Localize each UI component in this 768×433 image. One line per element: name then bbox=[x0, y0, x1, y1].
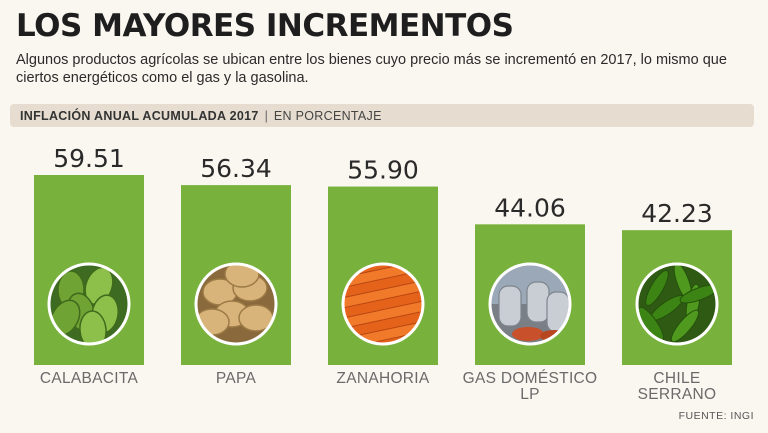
strip-unit: EN PORCENTAJE bbox=[273, 108, 382, 123]
gas-tank-icon bbox=[488, 262, 572, 346]
chart-subtitle: Algunos productos agrícolas se ubican en… bbox=[16, 52, 727, 86]
category-label: SERRANO bbox=[638, 386, 717, 403]
value-label: 44.06 bbox=[494, 193, 566, 222]
bar-group: 56.34 PAPA bbox=[181, 154, 291, 387]
strip-label: INFLACIÓN ANUAL ACUMULADA 2017 bbox=[20, 108, 259, 123]
chart-header-strip: INFLACIÓN ANUAL ACUMULADA 2017 | EN PORC… bbox=[10, 104, 754, 127]
carrot-shape bbox=[343, 281, 423, 308]
chayote-photo-drawing bbox=[49, 264, 129, 344]
value-label: 59.51 bbox=[53, 144, 125, 173]
value-label: 42.23 bbox=[641, 199, 713, 228]
bar-group: 55.90 ZANAHORIA bbox=[328, 156, 438, 387]
potato-photo-drawing bbox=[196, 264, 276, 344]
serrano-chile-photo-drawing bbox=[637, 264, 717, 344]
carrot-shape bbox=[343, 301, 423, 328]
chayote-icon bbox=[47, 262, 131, 346]
value-label: 56.34 bbox=[200, 154, 272, 183]
strip-separator: | bbox=[264, 108, 268, 123]
potato-icon bbox=[194, 262, 278, 346]
category-label: PAPA bbox=[216, 370, 257, 387]
tank-shape bbox=[526, 281, 550, 323]
category-label: CHILE bbox=[653, 370, 700, 387]
tank-shape bbox=[498, 285, 522, 327]
category-label: CALABACITA bbox=[40, 370, 139, 387]
category-label: ZANAHORIA bbox=[336, 370, 429, 387]
bar-chart: 59.51 CALABACITA 56.34 PAPA 55.90 ZANAHORIA 44… bbox=[34, 144, 732, 403]
carrot-shape bbox=[343, 291, 423, 318]
source-note: FUENTE: INGI bbox=[678, 410, 754, 422]
carrot-shape bbox=[343, 271, 423, 298]
icon-frame bbox=[47, 262, 131, 346]
bar-group: 59.51 CALABACITA bbox=[34, 144, 144, 387]
gas-tank-photo-drawing bbox=[490, 264, 570, 344]
chile-shape bbox=[670, 309, 700, 343]
chayote-shape bbox=[79, 310, 107, 344]
icon-frame bbox=[488, 262, 572, 346]
category-label: LP bbox=[520, 386, 540, 403]
icon-frame bbox=[194, 262, 278, 346]
icon-frame bbox=[341, 262, 425, 346]
icon-frame bbox=[635, 262, 719, 346]
category-label: GAS DOMÉSTICO bbox=[463, 370, 598, 387]
chart-title: LOS MAYORES INCREMENTOS bbox=[16, 8, 514, 44]
carrot-shape bbox=[343, 311, 423, 338]
chile-shape bbox=[679, 284, 717, 304]
value-label: 55.90 bbox=[347, 156, 419, 185]
pot-shape bbox=[512, 327, 544, 341]
chile-shape bbox=[645, 269, 669, 307]
serrano-chile-icon bbox=[635, 262, 719, 346]
